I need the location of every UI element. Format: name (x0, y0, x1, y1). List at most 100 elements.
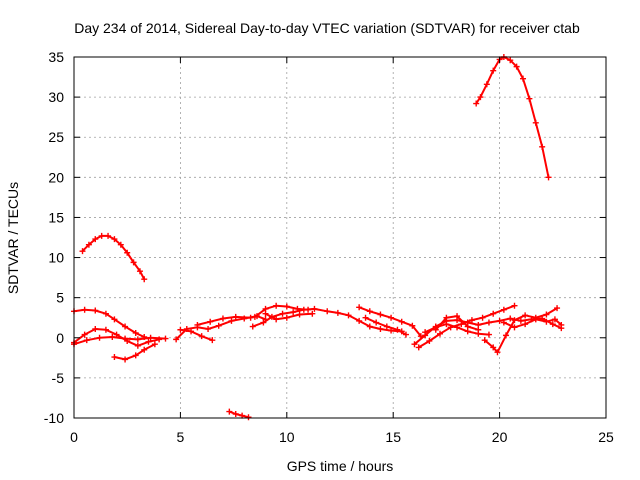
data-point (79, 248, 86, 255)
series-d (111, 341, 158, 363)
data-point (262, 310, 269, 317)
series-n (415, 302, 518, 351)
data-point (102, 326, 109, 333)
data-point (511, 302, 518, 309)
x-tick-label: 20 (492, 429, 508, 445)
data-point (520, 75, 527, 82)
data-point (134, 342, 141, 349)
chart-title: Day 234 of 2014, Sidereal Day-to-day VTE… (74, 20, 580, 36)
data-point (545, 174, 552, 181)
data-point (273, 316, 280, 323)
plot-area (71, 54, 565, 421)
data-point (479, 314, 486, 321)
data-point (226, 408, 233, 415)
data-point (85, 241, 92, 248)
data-point (443, 321, 450, 328)
series-r (432, 313, 482, 333)
data-point (485, 331, 492, 338)
data-point (294, 305, 301, 312)
data-point (356, 304, 363, 311)
data-point (177, 326, 184, 333)
data-point (290, 309, 297, 316)
data-point (251, 313, 258, 320)
data-point (122, 335, 129, 342)
data-point (517, 317, 524, 324)
data-point (124, 249, 131, 256)
data-point (132, 329, 139, 336)
series-p (481, 305, 561, 356)
data-point (92, 236, 99, 243)
data-point (411, 341, 418, 348)
data-point (345, 312, 352, 319)
data-point (549, 321, 556, 328)
data-point (500, 319, 507, 326)
data-point (468, 317, 475, 324)
data-point (402, 331, 409, 338)
series-arc-peak (473, 54, 552, 181)
data-point (105, 232, 112, 239)
data-point (219, 315, 226, 322)
y-tick-label: 15 (48, 209, 64, 225)
data-point (194, 321, 201, 328)
data-point (500, 306, 507, 313)
x-axis-label: GPS time / hours (287, 458, 394, 474)
data-point (426, 337, 433, 344)
series-line (228, 410, 250, 419)
data-point (96, 334, 103, 341)
data-point (415, 344, 422, 351)
data-point (283, 314, 290, 321)
data-point (554, 305, 561, 312)
series-j (262, 310, 316, 323)
data-point (483, 81, 490, 88)
data-point (188, 328, 195, 335)
data-point (511, 324, 518, 331)
data-point (513, 63, 520, 70)
data-point (134, 336, 141, 343)
data-point (437, 330, 444, 337)
data-point (490, 344, 497, 351)
data-point (173, 336, 180, 343)
data-point (260, 319, 267, 326)
data-point (209, 337, 216, 344)
data-point (111, 354, 118, 361)
data-point (122, 323, 129, 330)
series-i (251, 302, 312, 320)
data-point (130, 259, 137, 266)
data-point (377, 325, 384, 332)
plot-frame (73, 56, 607, 419)
data-point (558, 321, 565, 328)
x-tick-label: 10 (279, 429, 295, 445)
data-point (454, 324, 461, 331)
data-point (92, 325, 99, 332)
data-point (532, 316, 539, 323)
series-low-short (226, 408, 252, 421)
data-point (207, 318, 214, 325)
data-point (245, 414, 252, 421)
data-point (422, 329, 429, 336)
data-point (334, 309, 341, 316)
data-point (377, 311, 384, 318)
data-point (502, 332, 509, 339)
data-point (507, 315, 514, 322)
data-point (494, 349, 501, 356)
data-point (247, 314, 254, 321)
data-point (228, 317, 235, 324)
data-point (409, 322, 416, 329)
data-point (151, 341, 158, 348)
y-tick-label: 30 (48, 89, 64, 105)
x-tick-label: 5 (177, 429, 185, 445)
data-point (141, 276, 148, 283)
x-tick-label: 25 (598, 429, 614, 445)
data-point (283, 303, 290, 310)
data-point (432, 326, 439, 333)
data-point (543, 318, 550, 325)
data-point (296, 311, 303, 318)
data-point (394, 326, 401, 333)
data-point (490, 67, 497, 74)
data-point (279, 310, 286, 317)
data-point (373, 319, 380, 326)
grid (74, 57, 606, 418)
data-point (362, 314, 369, 321)
data-point (532, 119, 539, 126)
